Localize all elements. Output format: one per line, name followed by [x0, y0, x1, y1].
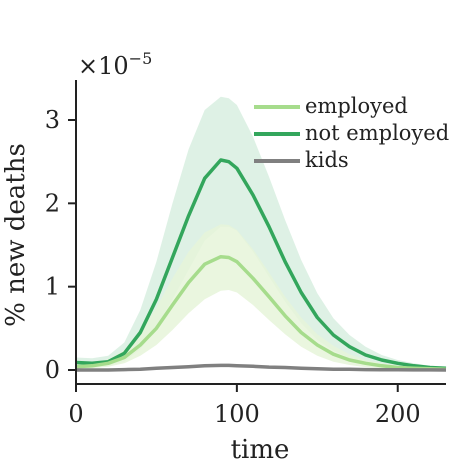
x-axis-label: time — [231, 435, 290, 465]
y-tick-label: 1 — [45, 273, 60, 301]
y-tick-label: 2 — [45, 189, 60, 217]
y-scale-exponent: −5 — [129, 49, 153, 68]
x-axis-ticks: 0 100 200 — [68, 384, 421, 428]
y-scale-multiplier: ×10−5 — [78, 49, 152, 80]
line-kids — [76, 363, 447, 372]
y-axis-label: % new deaths — [1, 143, 31, 327]
legend: employed not employed kids — [254, 94, 449, 172]
x-tick-label: 200 — [375, 400, 421, 428]
y-tick-label: 0 — [45, 356, 60, 384]
legend-label-kids: kids — [305, 148, 349, 172]
line-employed — [75, 254, 447, 371]
y-tick-label: 3 — [45, 106, 60, 134]
x-tick-label: 100 — [214, 400, 260, 428]
x-tick-label: 0 — [68, 400, 83, 428]
legend-label-not-employed: not employed — [305, 121, 449, 145]
line-not-employed — [75, 158, 447, 371]
band-employed — [76, 224, 446, 370]
legend-label-employed: employed — [305, 94, 408, 118]
series-lines — [75, 158, 447, 372]
y-scale-factor: ×10 — [78, 52, 129, 80]
y-axis-ticks: 0 1 2 3 — [45, 106, 76, 384]
